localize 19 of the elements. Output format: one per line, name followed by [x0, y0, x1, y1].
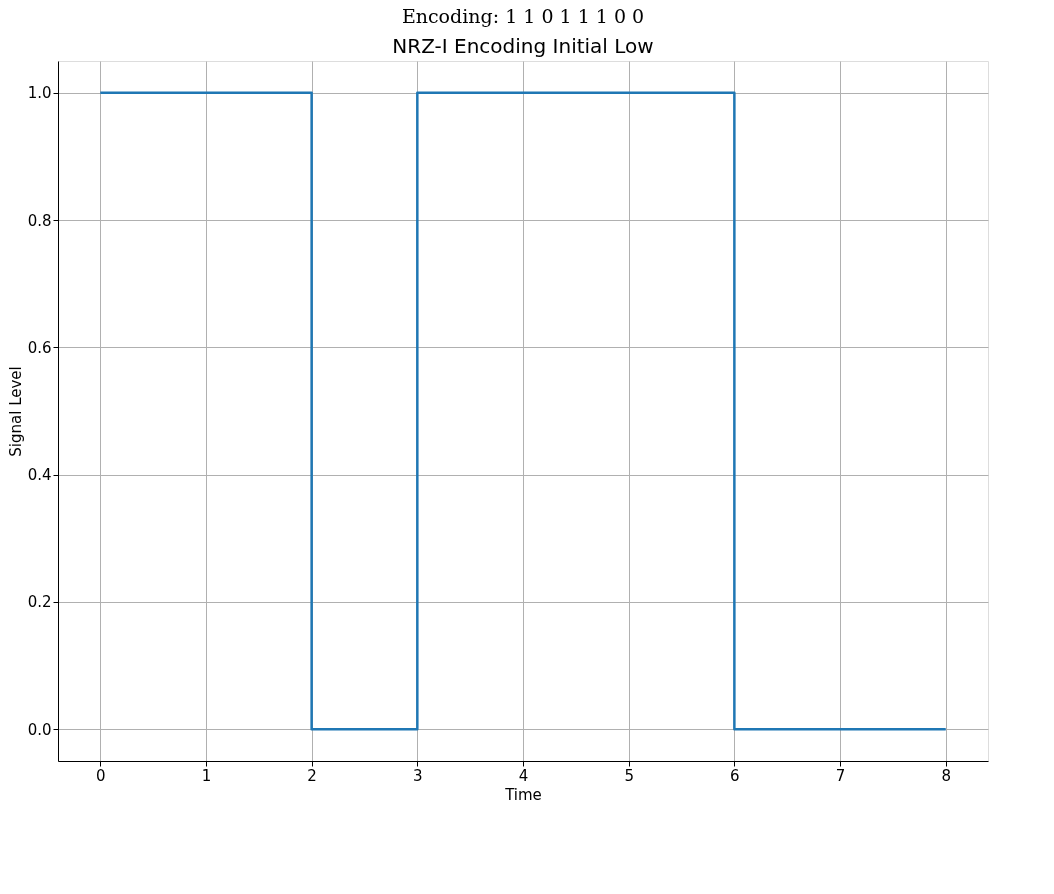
- x-tick-label: 4: [518, 766, 529, 785]
- chart-subtitle: NRZ-I Encoding Initial Low: [392, 34, 654, 58]
- x-tick-label: 3: [413, 766, 423, 785]
- x-tick-label: 5: [624, 766, 634, 785]
- y-tick-label: 0.6: [27, 338, 52, 357]
- chart-title: Encoding: 1 1 0 1 1 1 0 0: [401, 5, 645, 27]
- x-tick-label: 1: [201, 766, 212, 785]
- y-tick-label: 0.4: [27, 466, 52, 485]
- x-tick-label: 7: [835, 766, 846, 785]
- x-tick-label: 2: [307, 766, 317, 785]
- y-axis-title: Signal Level: [6, 366, 25, 457]
- y-tick-label: 1.0: [27, 84, 52, 103]
- y-tick-label: 0.8: [27, 211, 52, 230]
- x-tick-label: 0: [96, 766, 106, 785]
- x-tick-label: 8: [941, 766, 951, 785]
- x-axis-title: Time: [504, 785, 542, 804]
- y-tick-label: 0.2: [27, 593, 52, 612]
- y-tick-label: 0.0: [27, 720, 52, 739]
- x-tick-label: 6: [730, 766, 740, 785]
